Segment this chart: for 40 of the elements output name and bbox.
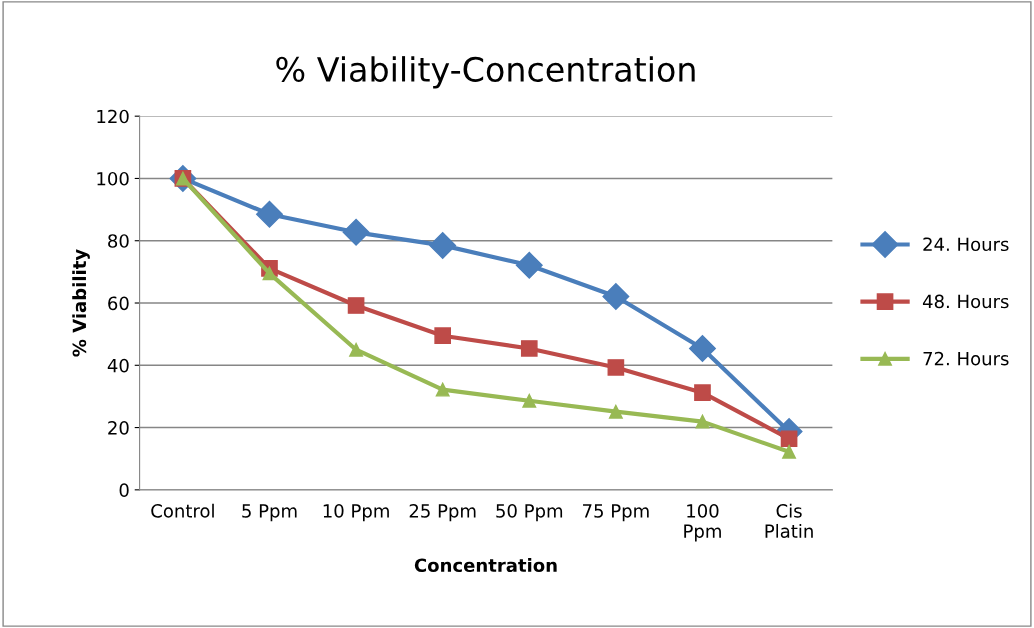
x-tick-label: 50 Ppm [496, 504, 563, 522]
point [256, 200, 283, 228]
legend-label: 72. Hours [923, 351, 1009, 366]
point [695, 414, 710, 429]
legend-label: 48. Hours [922, 294, 1009, 309]
point [435, 382, 450, 397]
point [342, 218, 370, 246]
point [608, 404, 623, 419]
point [607, 359, 625, 376]
y-tick-label: 80 [108, 234, 129, 248]
point [782, 444, 797, 459]
x-tick-label: Cis Platin [765, 503, 813, 538]
y-tick-label: 40 [107, 358, 129, 373]
point [694, 384, 711, 402]
point [515, 251, 543, 279]
y-tick-label: 0 [119, 483, 129, 497]
point [262, 266, 277, 281]
x-axis-title: Concentration [414, 558, 557, 573]
point [520, 340, 538, 357]
point [347, 297, 365, 314]
point [780, 430, 798, 448]
chart-title: % Viability-Concentration [276, 56, 695, 89]
point [434, 327, 452, 345]
point [349, 342, 364, 357]
x-tick-label: 25 Ppm [409, 504, 476, 522]
point [689, 335, 716, 362]
x-tick-label: 10 Ppm [323, 504, 389, 522]
y-tick-label: 60 [108, 296, 129, 311]
y-tick-label: 120 [97, 109, 129, 124]
y-tick-label: 20 [108, 421, 129, 435]
y-tick-label: 100 [97, 171, 129, 186]
point [429, 231, 457, 259]
x-tick-label: 5 Ppm [242, 504, 297, 522]
y-axis-title: % Viability [72, 249, 90, 357]
point [522, 393, 537, 408]
x-tick-label: 75 Ppm [583, 504, 649, 522]
x-tick-label: Control [151, 503, 214, 518]
legend-label: 24. Hours [923, 237, 1009, 252]
point [602, 283, 630, 310]
x-tick-label: 100 Ppm [684, 504, 721, 542]
